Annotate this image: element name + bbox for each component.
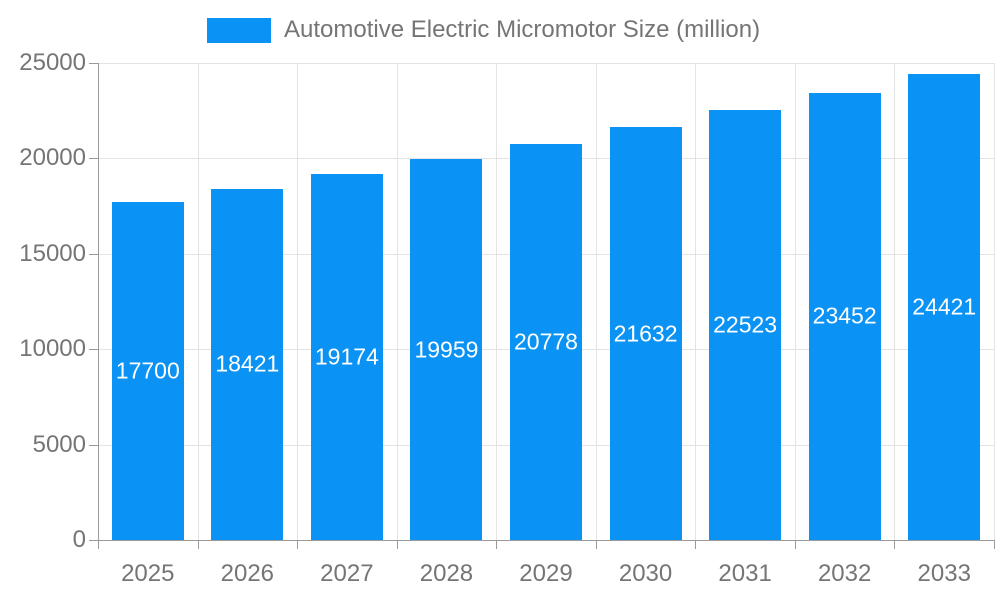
bar[interactable] [310, 174, 383, 540]
bar-value-label: 17700 [115, 357, 180, 384]
gridline-vertical [994, 63, 995, 540]
y-axis-label: 20000 [19, 144, 86, 172]
x-axis-tick [197, 540, 199, 549]
legend-label: Automotive Electric Micromotor Size (mil… [284, 16, 761, 43]
x-axis-line [89, 540, 994, 541]
x-axis-tick [695, 540, 697, 549]
x-axis-label: 2032 [817, 560, 872, 587]
x-axis-label: 2028 [419, 560, 474, 587]
bar[interactable] [709, 110, 782, 540]
gridline-vertical [894, 63, 896, 540]
bar-value-label: 21632 [613, 320, 678, 347]
bar[interactable] [410, 159, 483, 540]
gridline-vertical [197, 63, 199, 540]
x-axis-tick [894, 540, 896, 549]
bar-value-label: 24421 [912, 293, 977, 320]
gridline-vertical [396, 63, 398, 540]
y-axis-label: 25000 [19, 49, 86, 76]
gridline-vertical [794, 63, 796, 540]
gridline-vertical [595, 63, 597, 540]
y-axis-tick [89, 253, 98, 255]
plot-area: 17700 18421 19174 19959 20778 21632 22523 23452… [98, 63, 995, 540]
bar[interactable] [609, 127, 682, 540]
y-axis-line [98, 63, 99, 540]
legend-swatch [207, 17, 271, 43]
bar[interactable] [111, 202, 184, 540]
y-axis-tick [89, 444, 98, 446]
x-axis-tick [496, 540, 498, 549]
x-axis-label: 2031 [718, 560, 772, 587]
x-axis-label: 2026 [220, 560, 275, 587]
x-axis-tick [794, 540, 796, 549]
gridline-horizontal [98, 63, 994, 64]
y-axis-tick [89, 63, 98, 64]
bar-value-label: 20778 [514, 328, 578, 355]
y-axis-label: 0 [72, 526, 86, 553]
bar[interactable] [808, 92, 881, 540]
legend[interactable]: Automotive Electric Micromotor Size (mil… [207, 16, 760, 44]
gridline-vertical [496, 63, 498, 540]
y-axis-label: 15000 [19, 239, 86, 267]
x-axis-tick [297, 540, 299, 549]
bar-value-label: 19959 [414, 336, 479, 363]
y-axis-tick [89, 158, 98, 160]
x-axis-label: 2025 [121, 560, 175, 587]
bar-value-label: 19174 [314, 343, 379, 370]
bar-value-label: 22523 [713, 311, 778, 338]
bar-value-label: 18421 [215, 350, 280, 377]
x-axis-label: 2033 [917, 560, 971, 587]
x-axis-tick [994, 540, 995, 549]
y-axis-label: 10000 [19, 335, 86, 363]
x-axis-tick [98, 540, 99, 549]
y-axis-tick [89, 349, 98, 351]
bar[interactable] [211, 188, 284, 540]
gridline-vertical [297, 63, 299, 540]
x-axis-label: 2030 [618, 560, 673, 587]
bar[interactable] [510, 143, 582, 540]
bar-value-label: 23452 [812, 302, 877, 329]
gridline-vertical [695, 63, 697, 540]
x-axis-label: 2029 [519, 560, 573, 587]
x-axis-tick [595, 540, 597, 549]
x-axis-tick [396, 540, 398, 549]
bar[interactable] [908, 74, 981, 540]
x-axis-label: 2027 [320, 560, 374, 587]
y-axis-label: 5000 [32, 430, 86, 458]
